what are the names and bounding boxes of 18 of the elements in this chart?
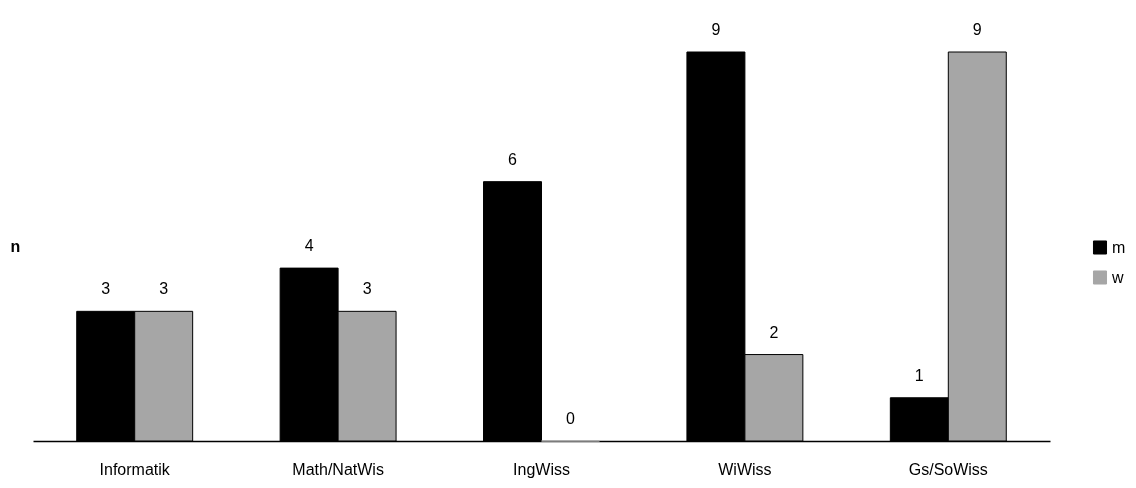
x-tick-label: Math/NatWis bbox=[292, 460, 384, 478]
y-axis-title: n bbox=[10, 238, 21, 255]
data-label: 0 bbox=[566, 410, 576, 427]
x-tick-label: Informatik bbox=[99, 460, 171, 478]
x-tick-label: IngWiss bbox=[513, 460, 570, 478]
data-label: 1 bbox=[914, 366, 924, 384]
data-label: 9 bbox=[972, 21, 982, 38]
data-label: 4 bbox=[304, 237, 314, 255]
data-label: 3 bbox=[159, 280, 169, 298]
x-tick-label: Gs/SoWiss bbox=[908, 460, 988, 478]
data-label: 9 bbox=[711, 21, 721, 38]
data-label: 6 bbox=[508, 150, 518, 168]
legend-label: m bbox=[1112, 238, 1126, 256]
legend-label: w bbox=[1111, 268, 1124, 286]
data-label: 2 bbox=[769, 323, 779, 341]
data-label: 3 bbox=[362, 280, 372, 298]
data-label: 3 bbox=[101, 280, 111, 298]
x-tick-label: WiWiss bbox=[718, 460, 772, 478]
